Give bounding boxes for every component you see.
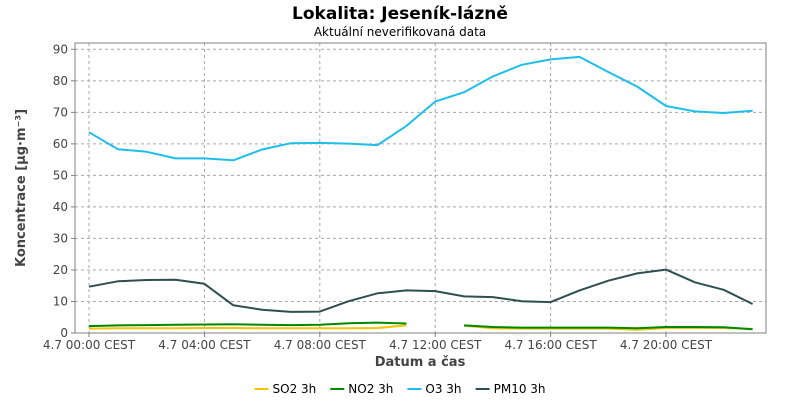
series-no2-3h [88, 321, 753, 331]
series-pm10-3h [88, 268, 754, 313]
grid-layer [75, 43, 766, 333]
legend-item: O3 3h [407, 382, 462, 396]
y-tick-label: 20 [53, 263, 68, 277]
series-line [464, 324, 753, 331]
legend-label: O3 3h [425, 382, 461, 396]
x-tick-label: 4.7 04:00 CEST [158, 338, 251, 352]
chart-subtitle: Aktuální neverifikovaná data [314, 25, 486, 39]
x-tick-label: 4.7 08:00 CEST [274, 338, 367, 352]
x-tick-label: 4.7 20:00 CEST [620, 338, 713, 352]
legend-item: SO2 3h [254, 382, 317, 396]
x-tick-label: 4.7 16:00 CEST [504, 338, 597, 352]
y-axis: 0 10 20 30 40 50 60 70 80 90 [53, 42, 75, 340]
series-line [88, 55, 753, 162]
y-tick-label: 90 [53, 42, 68, 56]
y-tick-label: 70 [53, 105, 68, 119]
x-tick-label: 4.7 12:00 CEST [389, 338, 482, 352]
series-layer [88, 55, 754, 331]
y-tick-label: 0 [60, 326, 68, 340]
legend-item: NO2 3h [330, 382, 393, 396]
y-tick-label: 60 [53, 137, 68, 151]
legend-label: NO2 3h [348, 382, 393, 396]
y-axis-label: Koncentrace [µg·m⁻³] [14, 109, 29, 267]
y-tick-label: 10 [53, 294, 68, 308]
x-axis-label: Datum a čas [375, 355, 466, 370]
series-o3-3h [88, 55, 753, 162]
plot-area [74, 42, 767, 334]
y-tick-label: 40 [53, 200, 68, 214]
x-axis: 4.7 00:00 CEST 4.7 04:00 CEST 4.7 08:00 CE… [43, 333, 713, 352]
legend-label: PM10 3h [494, 382, 546, 396]
chart-title: Lokalita: Jeseník-lázně [292, 4, 508, 24]
y-tick-label: 50 [53, 168, 68, 182]
legend-item: PM10 3h [475, 382, 546, 396]
series-line [88, 268, 754, 313]
y-tick-label: 30 [53, 231, 68, 245]
series-line [88, 324, 407, 330]
y-tick-label: 80 [53, 74, 68, 88]
legend: SO2 3h NO2 3h O3 3h PM10 3h [254, 382, 546, 396]
series-line [88, 321, 407, 328]
legend-label: SO2 3h [273, 382, 317, 396]
x-tick-label: 4.7 00:00 CEST [43, 338, 136, 352]
